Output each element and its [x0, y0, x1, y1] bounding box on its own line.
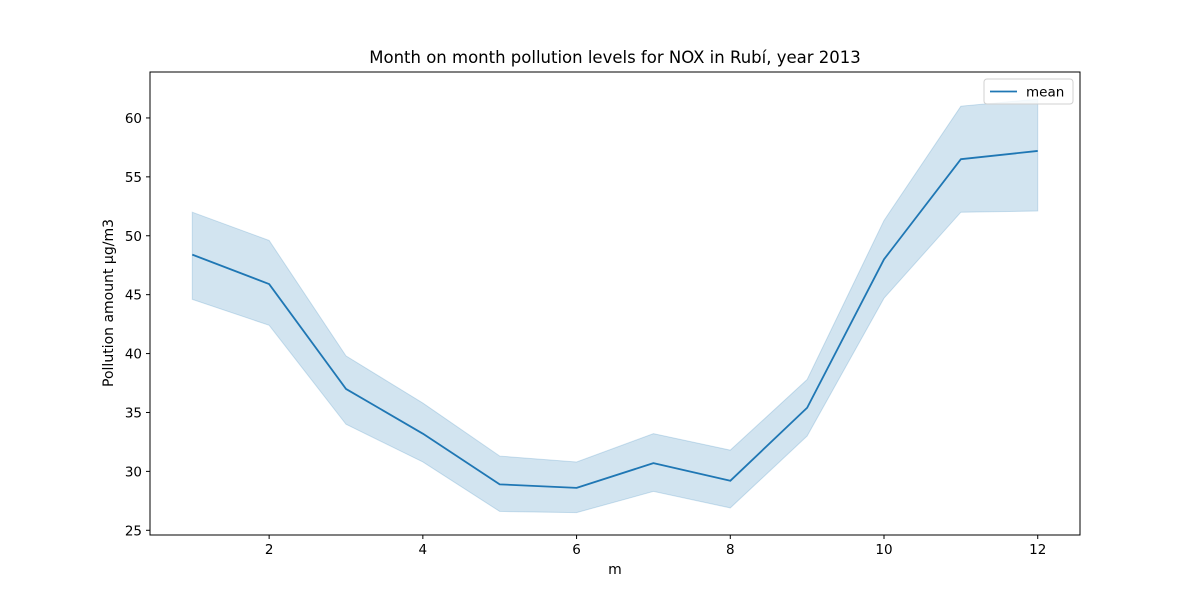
y-tick-label: 50: [125, 229, 142, 245]
data-point: [190, 253, 194, 257]
data-point: [882, 257, 886, 261]
y-axis-label: Pollution amount µg/m3: [101, 219, 117, 387]
y-tick-label: 25: [125, 523, 142, 539]
series-line-mean: [191, 150, 1038, 489]
x-tick-label: 10: [875, 542, 892, 558]
chart-title: Month on month pollution levels for NOX …: [369, 48, 861, 67]
axes-frame: [149, 71, 1081, 536]
y-tick-label: 55: [125, 170, 142, 186]
data-point: [344, 387, 348, 391]
legend: mean: [983, 78, 1074, 105]
x-tick-label: 2: [265, 542, 274, 558]
data-point: [1036, 149, 1040, 153]
data-point: [421, 432, 425, 436]
axes: 2 4 6 8 10 12 25 30 35 40 45 50 55 60: [125, 71, 1081, 558]
x-axis-label: m: [608, 562, 622, 578]
data-point: [498, 482, 502, 486]
x-tick-label: 6: [572, 542, 581, 558]
data-point: [959, 157, 963, 161]
y-tick-label: 60: [125, 111, 142, 127]
data-point: [267, 282, 271, 286]
data-point: [651, 461, 655, 465]
data-point: [575, 486, 579, 490]
plot-area: [190, 98, 1040, 514]
y-tick-label: 35: [125, 405, 142, 421]
data-point: [728, 479, 732, 483]
y-tick-label: 30: [125, 464, 142, 480]
data-point: [805, 406, 809, 410]
x-tick-label: 12: [1029, 542, 1046, 558]
x-tick-label: 4: [419, 542, 428, 558]
y-tick-label: 45: [125, 288, 142, 304]
confidence-band-mean: [191, 98, 1039, 514]
y-tick-label: 40: [125, 347, 142, 363]
legend-label: mean: [1026, 85, 1064, 101]
legend-box: [983, 78, 1074, 105]
x-tick-label: 8: [726, 542, 735, 558]
